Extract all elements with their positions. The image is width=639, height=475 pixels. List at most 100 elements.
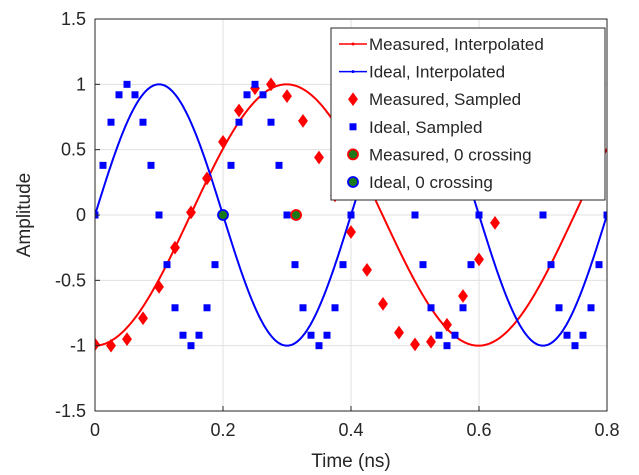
data-point-ideal-sampled [107,118,115,126]
data-point-ideal-sampled [443,342,451,350]
x-tick-label: 0.8 [594,420,619,440]
legend-label-measured-sampled: Measured, Sampled [369,90,521,109]
data-point-measured-sampled [186,205,196,220]
data-point-ideal-sampled [427,304,435,312]
legend-swatch-measured-0-crossing [347,148,359,161]
data-point-measured-sampled [154,280,164,294]
data-point-measured-sampled [378,296,388,311]
data-point-ideal-sampled [299,304,307,312]
x-tick-label: 0 [90,420,100,440]
data-point-ideal-sampled [123,80,131,88]
data-point-measured-sampled [362,263,372,277]
legend-label-measured-interpolated: Measured, Interpolated [369,35,544,54]
data-point-measured-sampled [426,334,436,349]
legend-label-ideal-sampled: Ideal, Sampled [369,118,482,137]
legend-swatch-ideal-0-crossing [347,176,359,188]
data-point-ideal-sampled [203,304,211,312]
legend-swatch-dot [351,42,355,46]
y-tick-label: 0.5 [61,140,86,160]
y-axis-label: Amplitude [14,173,35,258]
data-point-ideal-sampled [555,304,563,312]
data-point-ideal-sampled [315,342,323,350]
data-point-ideal-sampled [307,331,315,339]
data-point-measured-sampled [458,289,468,303]
data-point-ideal-sampled [163,261,171,269]
data-point-ideal-sampled [155,211,163,219]
data-point-ideal-0-crossing [217,209,229,221]
x-axis-label: Time (ns) [311,451,391,472]
data-point-measured-sampled [106,338,116,353]
data-point-measured-sampled [490,215,500,230]
data-point-ideal-sampled [211,261,219,269]
data-point-ideal-sampled [171,304,179,312]
data-point-ideal-sampled [259,91,267,99]
legend-label-ideal-interpolated: Ideal, Interpolated [369,63,505,82]
data-point-ideal-sampled [195,331,203,339]
data-point-ideal-sampled [323,331,331,339]
data-point-ideal-sampled [227,161,235,169]
data-point-measured-sampled [314,150,324,165]
axis-ticks: 0 0.2 0.4 0.6 0.8 -1.5 -1 -0.5 0 0.5 1 1.5 [55,9,620,440]
data-point-measured-sampled [474,252,484,267]
legend-box [330,27,606,201]
data-point-ideal-sampled [419,261,427,269]
y-tick-label: 1.5 [61,9,86,29]
data-point-ideal-sampled [475,211,483,219]
data-point-ideal-sampled [275,161,283,169]
data-point-measured-sampled [394,325,404,340]
data-point-ideal-sampled [547,261,555,269]
data-point-measured-sampled [122,332,132,346]
data-point-measured-sampled [266,77,276,92]
y-tick-label: -0.5 [55,270,86,290]
data-point-measured-sampled [218,134,228,149]
data-point-ideal-sampled [131,91,139,99]
data-point-ideal-sampled [147,161,155,169]
data-point-measured-sampled [298,114,308,128]
data-point-ideal-sampled [459,304,467,312]
data-point-ideal-sampled [587,304,595,312]
data-point-measured-sampled [202,171,212,186]
data-point-measured-sampled [410,337,420,352]
data-point-ideal-sampled [339,261,347,269]
data-point-ideal-sampled [595,261,603,269]
data-point-ideal-sampled [291,261,299,269]
data-point-ideal-sampled [99,161,107,169]
data-point-ideal-sampled [435,331,443,339]
y-tick-label: 0 [76,205,86,225]
data-point-ideal-sampled [563,331,571,339]
legend: Measured, Interpolated Ideal, Interpolate… [330,27,606,201]
data-point-ideal-sampled [243,91,251,99]
data-point-ideal-sampled [347,211,355,219]
y-tick-label: -1 [70,336,86,356]
data-point-ideal-sampled [603,211,607,219]
data-point-ideal-sampled [187,342,195,350]
x-tick-label: 0.6 [466,420,491,440]
data-point-ideal-sampled [139,118,147,126]
data-point-ideal-sampled [251,80,259,88]
data-point-ideal-sampled [283,211,291,219]
legend-swatch-measured-sampled [348,92,358,107]
legend-label-ideal-0-crossing: Ideal, 0 crossing [369,173,493,192]
data-point-ideal-sampled [411,211,419,219]
legend-swatch-dot [351,70,355,74]
data-point-ideal-sampled [179,331,187,339]
data-point-measured-sampled [234,103,244,118]
data-point-measured-sampled [346,225,356,239]
data-point-ideal-sampled [467,261,475,269]
data-point-measured-0-crossing [290,209,302,221]
x-tick-label: 0.4 [338,420,363,440]
legend-label-measured-0-crossing: Measured, 0 crossing [369,145,532,164]
data-point-ideal-sampled [579,331,587,339]
data-point-measured-sampled [170,240,180,255]
data-point-measured-sampled [95,337,100,352]
data-point-measured-sampled [442,317,452,332]
data-point-ideal-sampled [451,331,459,339]
y-tick-label: 1 [76,74,86,94]
legend-swatch-ideal-sampled [349,123,357,131]
data-point-ideal-sampled [539,211,547,219]
y-tick-label: -1.5 [55,401,86,421]
data-point-ideal-sampled [571,342,579,350]
data-point-ideal-sampled [331,304,339,312]
series-markers [95,77,607,353]
